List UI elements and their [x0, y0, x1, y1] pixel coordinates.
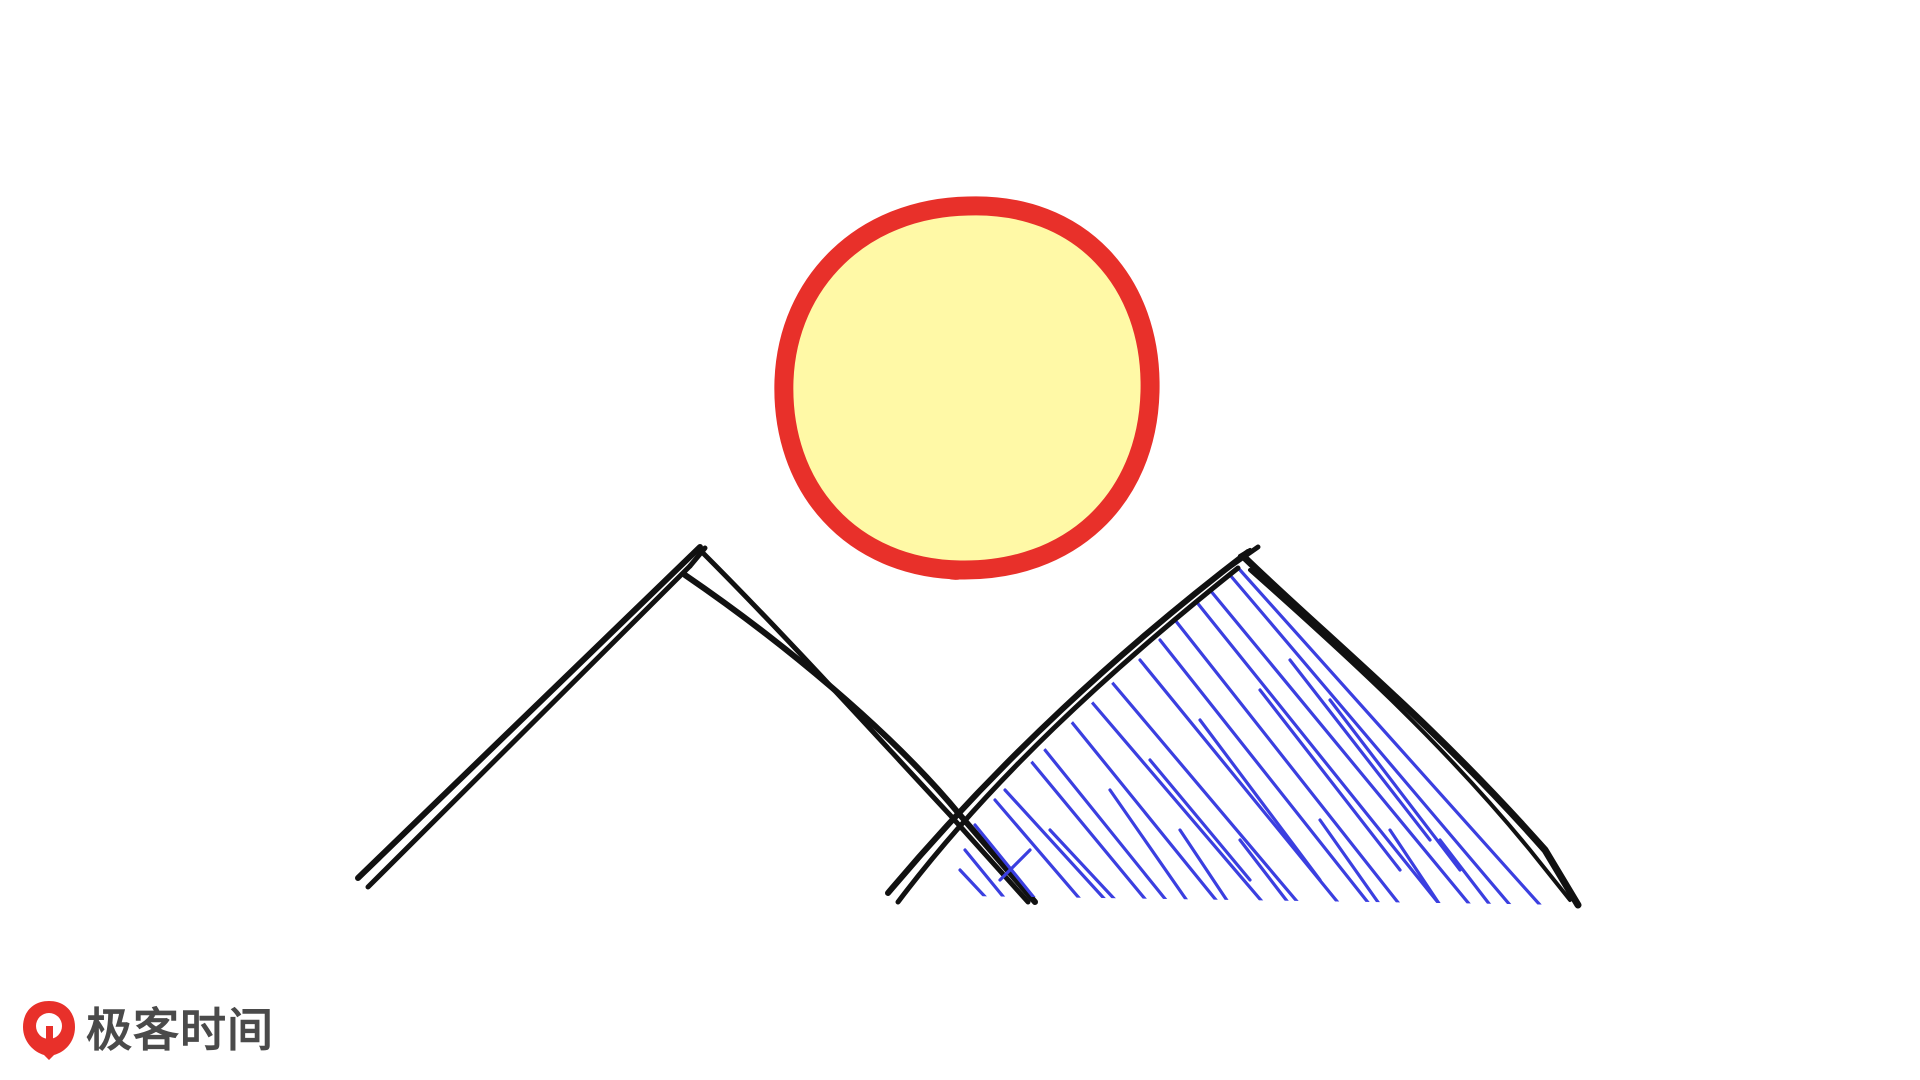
- sun: [774, 196, 1160, 580]
- right-mountain: [885, 544, 1582, 909]
- sun-outline-tail: [935, 565, 967, 580]
- right-mountain-hatching: [958, 568, 1542, 905]
- brand-watermark: 极客时间: [20, 995, 274, 1065]
- left-mountain: [355, 544, 1038, 905]
- sun-fill: [788, 208, 1148, 568]
- brand-name: 极客时间: [86, 1003, 274, 1057]
- geektime-logo-icon: [23, 1001, 75, 1060]
